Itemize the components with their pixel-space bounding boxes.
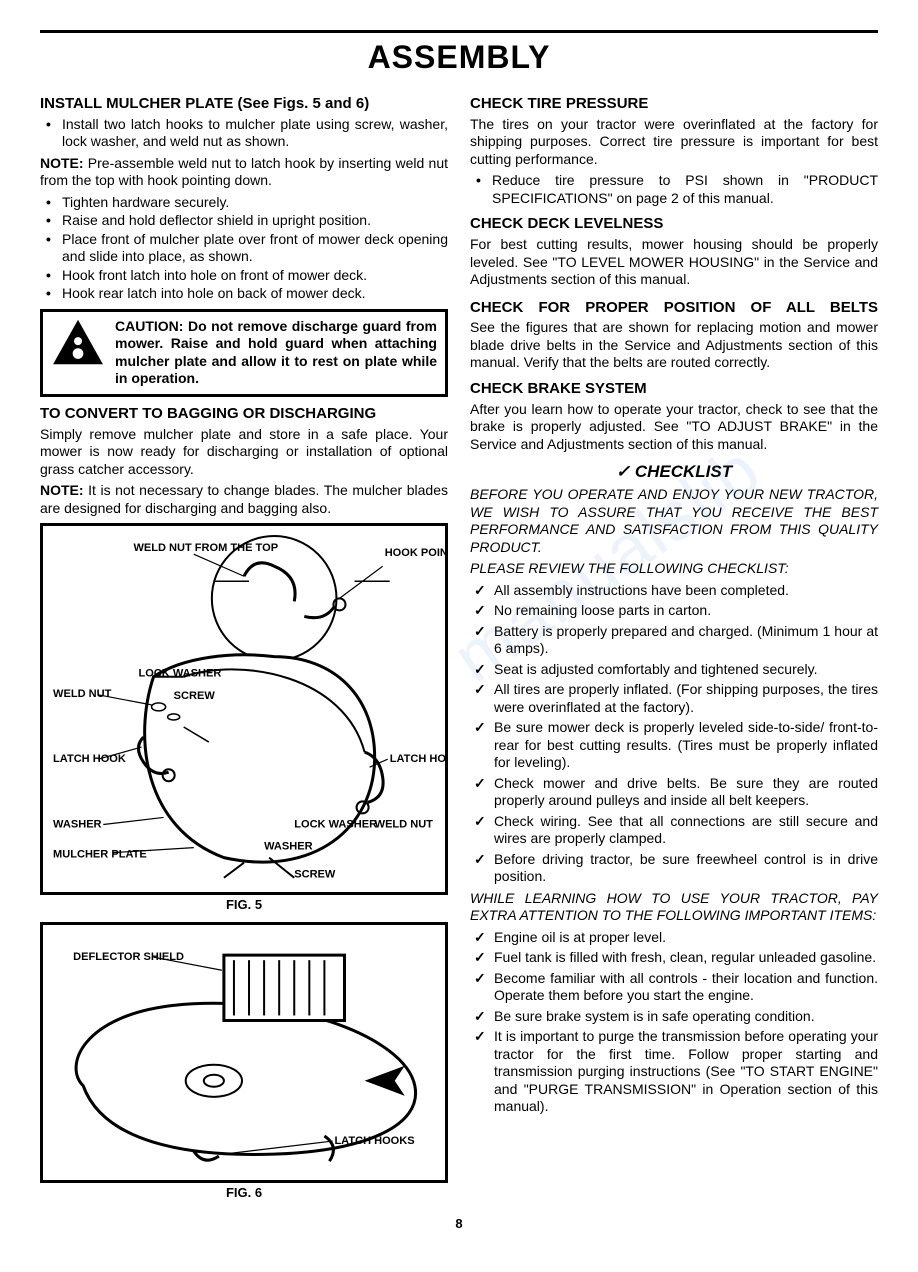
lbl-screw-b: SCREW [294, 869, 336, 881]
install-note1: NOTE: Pre-assemble weld nut to latch hoo… [40, 155, 448, 190]
lbl-mulcher-plate: MULCHER PLATE [53, 849, 147, 861]
lbl-weld-nut-l: WELD NUT [53, 688, 112, 700]
checklist-mid: WHILE LEARNING HOW TO USE YOUR TRACTOR, … [470, 890, 878, 925]
note2-text: It is not necessary to change blades. Th… [40, 482, 448, 516]
install-b2: Tighten hardware securely. [40, 194, 448, 212]
install-bullets-1: Install two latch hooks to mulcher plate… [40, 116, 448, 151]
check-9: Before driving tractor, be sure freewhee… [470, 851, 878, 886]
deck-p1: For best cutting results, mower housing … [470, 236, 878, 289]
figure-5-svg: WELD NUT FROM THE TOP HOOK POINTS DOWN W… [43, 526, 445, 888]
caution-box: CAUTION: Do not remove discharge guard f… [40, 309, 448, 397]
install-b1: Install two latch hooks to mulcher plate… [40, 116, 448, 151]
lbl-screw-l: SCREW [174, 690, 216, 702]
check-2: No remaining loose parts in carton. [470, 602, 878, 620]
left-column: INSTALL MULCHER PLATE (See Figs. 5 and 6… [40, 87, 448, 1210]
belts-heading: CHECK FOR PROPER POSITION OF ALL BELTS [470, 299, 878, 318]
two-column-layout: INSTALL MULCHER PLATE (See Figs. 5 and 6… [40, 87, 878, 1210]
convert-heading: TO CONVERT TO BAGGING OR DISCHARGING [40, 405, 448, 424]
page-number: 8 [40, 1216, 878, 1232]
right-column: CHECK TIRE PRESSURE The tires on your tr… [470, 87, 878, 1210]
checklist-intro2: PLEASE REVIEW THE FOLLOWING CHECKLIST: [470, 560, 878, 578]
lbl-lock-washer-r: LOCK WASHER [294, 818, 377, 830]
check-8: Check wiring. See that all connections a… [470, 813, 878, 848]
check-4: Seat is adjusted comfortably and tighten… [470, 661, 878, 679]
tire-p1: The tires on your tractor were overinfla… [470, 116, 878, 169]
install-bullets-2: Tighten hardware securely. Raise and hol… [40, 194, 448, 303]
deck-heading: CHECK DECK LEVELNESS [470, 215, 878, 234]
check-5: All tires are properly inflated. (For sh… [470, 681, 878, 716]
convert-p1: Simply remove mulcher plate and store in… [40, 426, 448, 479]
note2-label: NOTE: [40, 482, 84, 498]
lbl-lock-washer-l: LOCK WASHER [138, 668, 221, 680]
tire-b1: Reduce tire pressure to PSI shown in "PR… [470, 172, 878, 207]
caution-text: CAUTION: Do not remove discharge guard f… [115, 318, 437, 388]
install-b3: Raise and hold deflector shield in uprig… [40, 212, 448, 230]
checklist-2: Engine oil is at proper level. Fuel tank… [470, 929, 878, 1116]
checklist-heading: ✓ CHECKLIST [470, 461, 878, 482]
figure-6-svg: DEFLECTOR SHIELD LATCH HOOKS [43, 925, 445, 1176]
note1-label: NOTE: [40, 155, 84, 171]
check-6: Be sure mower deck is properly leveled s… [470, 719, 878, 772]
tire-bullets: Reduce tire pressure to PSI shown in "PR… [470, 172, 878, 207]
lbl-weld-nut-r: WELD NUT [375, 818, 434, 830]
install-b5: Hook front latch into hole on front of m… [40, 267, 448, 285]
check-1: All assembly instructions have been comp… [470, 582, 878, 600]
figure-5-box: WELD NUT FROM THE TOP HOOK POINTS DOWN W… [40, 523, 448, 895]
check-14: It is important to purge the transmissio… [470, 1028, 878, 1116]
checklist-1: All assembly instructions have been comp… [470, 582, 878, 886]
install-b6: Hook rear latch into hole on back of mow… [40, 285, 448, 303]
lbl-latch-hook-r: LATCH HOOK [390, 753, 445, 765]
belts-p1: See the figures that are shown for repla… [470, 319, 878, 372]
fig5-caption: FIG. 5 [40, 897, 448, 913]
convert-note2: NOTE: It is not necessary to change blad… [40, 482, 448, 517]
install-heading: INSTALL MULCHER PLATE (See Figs. 5 and 6… [40, 95, 448, 114]
page-title: ASSEMBLY [40, 37, 878, 77]
brake-heading: CHECK BRAKE SYSTEM [470, 380, 878, 399]
lbl-latch-hooks: LATCH HOOKS [334, 1135, 414, 1147]
check-3: Battery is properly prepared and charged… [470, 623, 878, 658]
check-13: Be sure brake system is in safe operatin… [470, 1008, 878, 1026]
lbl-deflector: DEFLECTOR SHIELD [73, 951, 184, 963]
tire-heading: CHECK TIRE PRESSURE [470, 95, 878, 114]
check-11: Fuel tank is filled with fresh, clean, r… [470, 949, 878, 967]
check-10: Engine oil is at proper level. [470, 929, 878, 947]
warning-icon [51, 318, 105, 366]
check-7: Check mower and drive belts. Be sure the… [470, 775, 878, 810]
checklist-intro1: BEFORE YOU OPERATE AND ENJOY YOUR NEW TR… [470, 486, 878, 556]
top-rule [40, 30, 878, 33]
lbl-weld-nut-top: WELD NUT FROM THE TOP [133, 542, 278, 554]
brake-p1: After you learn how to operate your trac… [470, 401, 878, 454]
lbl-washer-r: WASHER [264, 841, 313, 853]
check-12: Become familiar with all controls - thei… [470, 970, 878, 1005]
install-b4: Place front of mulcher plate over front … [40, 231, 448, 266]
note1-text: Pre-assemble weld nut to latch hook by i… [40, 155, 448, 189]
lbl-hook-points: HOOK POINTS DOWN [385, 547, 445, 559]
figure-6-box: DEFLECTOR SHIELD LATCH HOOKS [40, 922, 448, 1184]
lbl-washer-l: WASHER [53, 818, 102, 830]
